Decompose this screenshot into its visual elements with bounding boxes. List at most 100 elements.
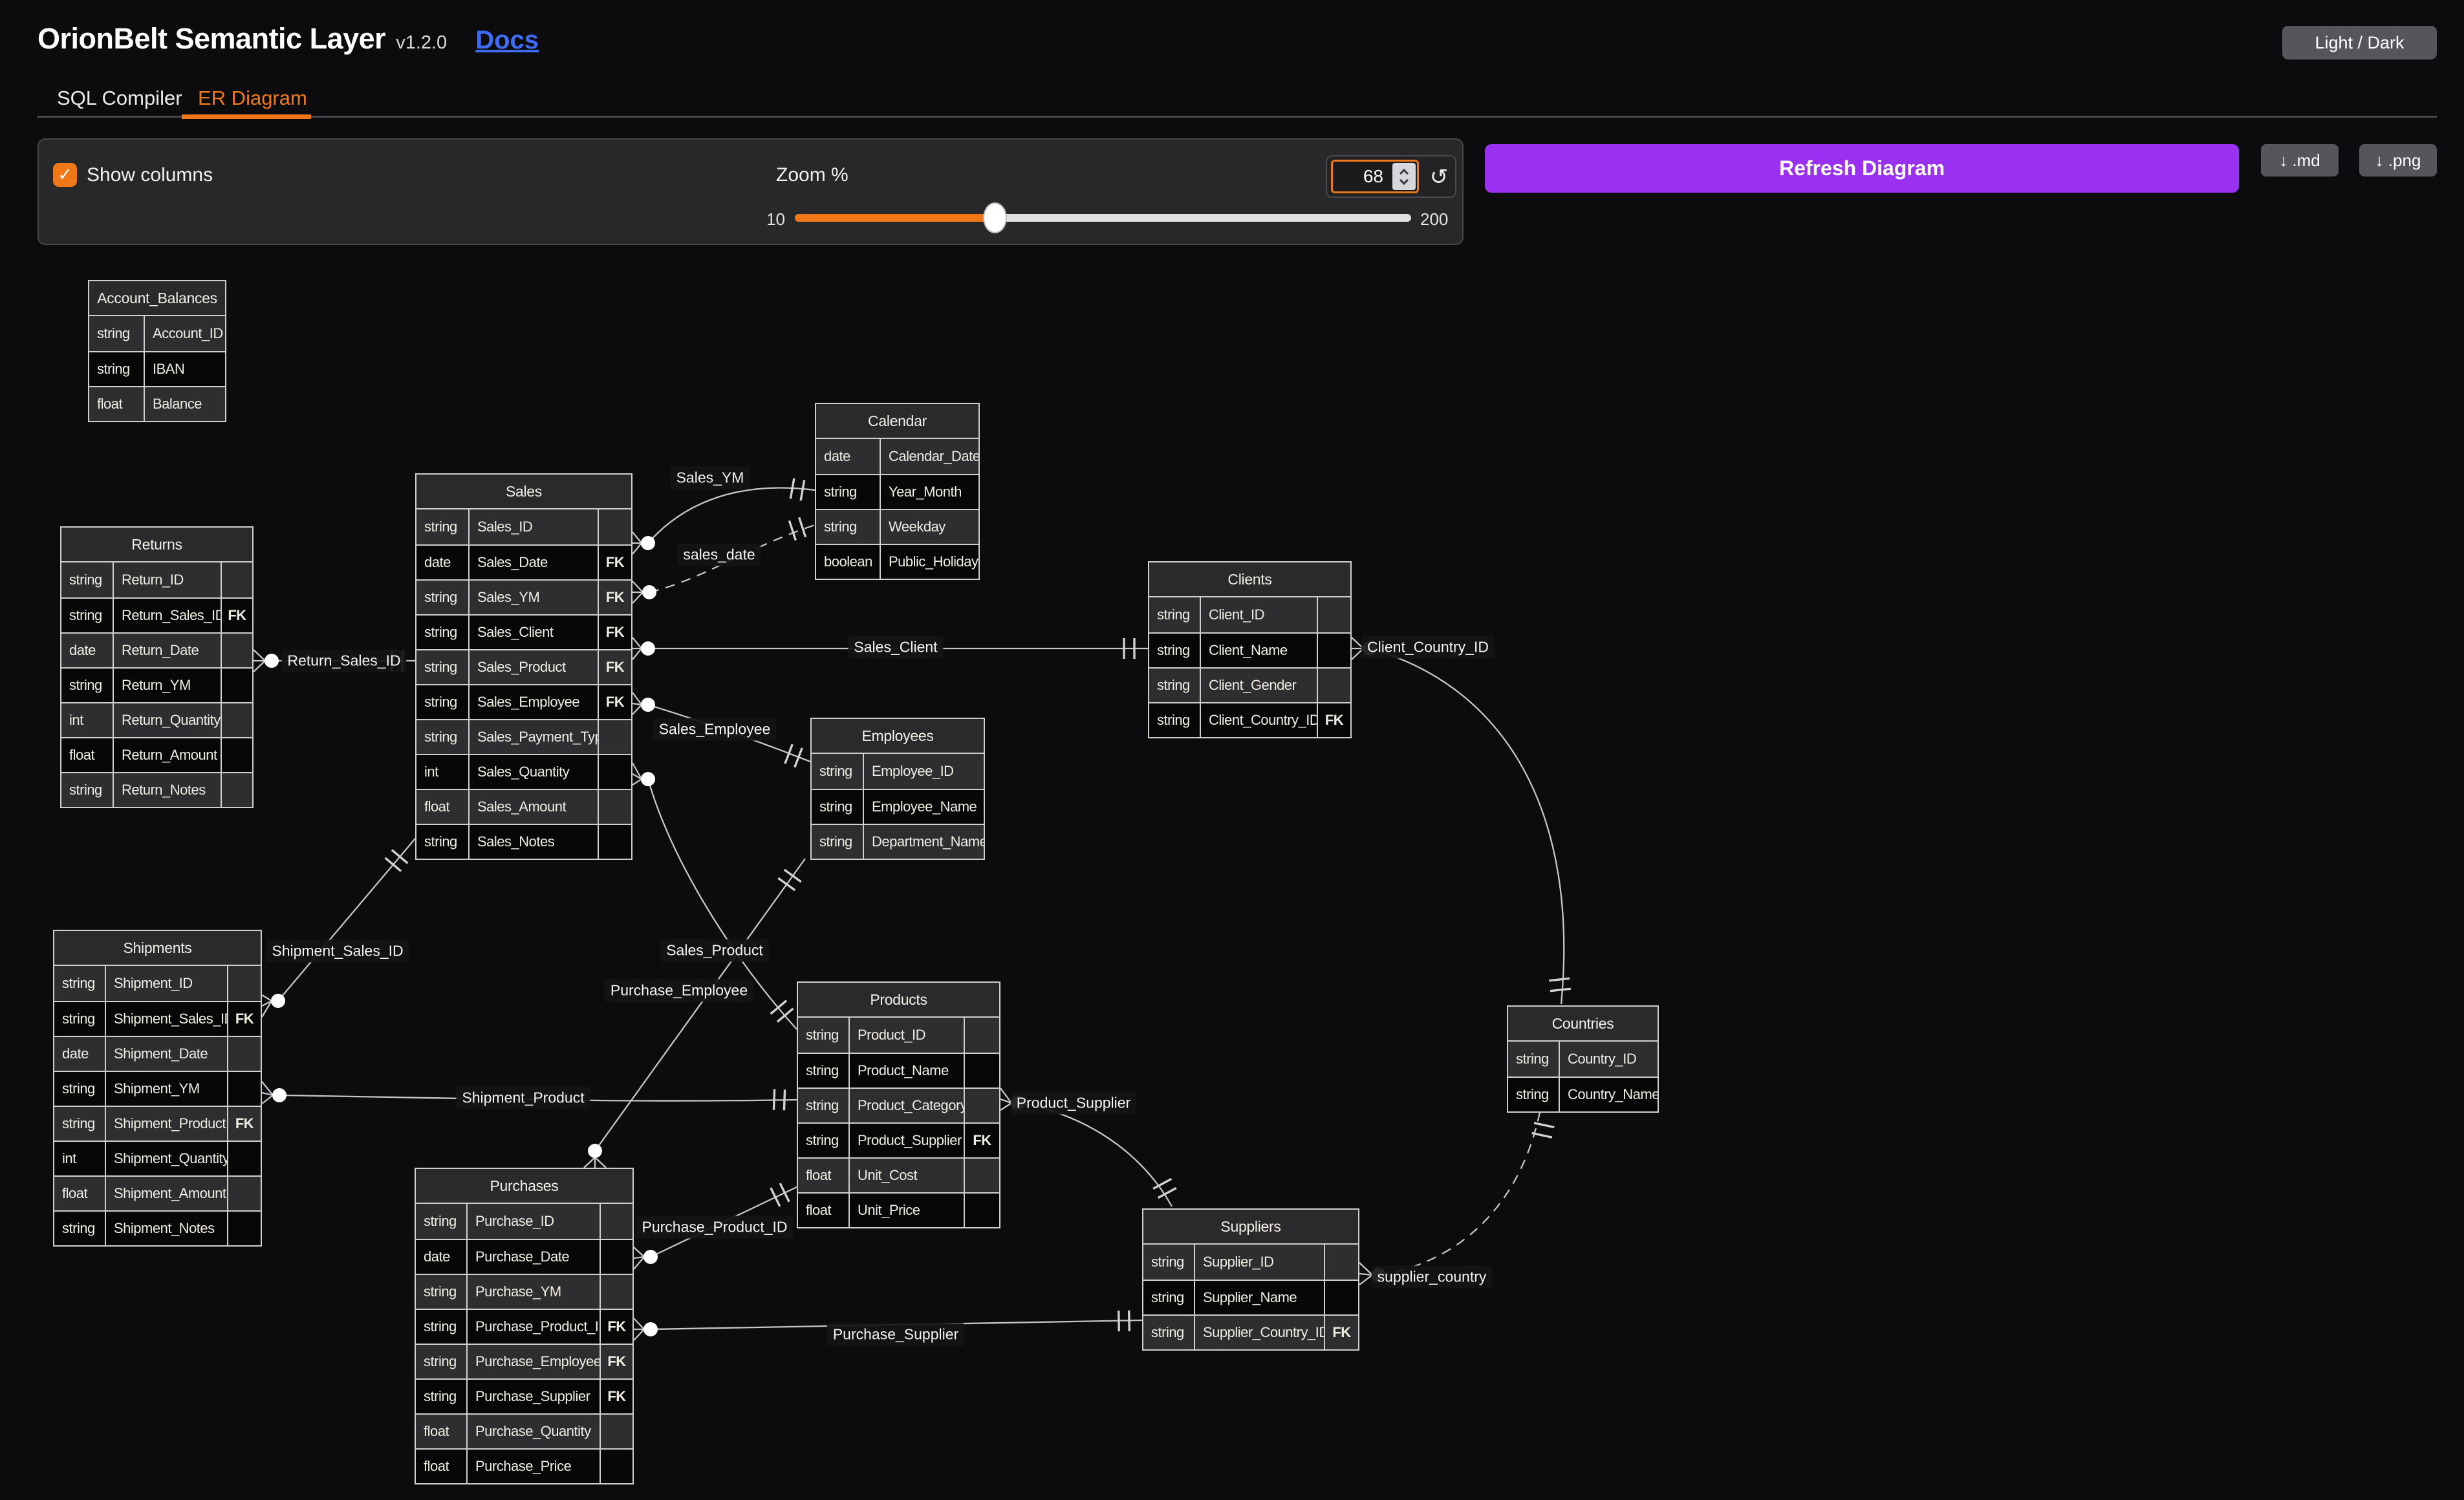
column-name-cell: Product_ID xyxy=(848,1018,964,1053)
column-type-cell: float xyxy=(62,1185,88,1201)
one-marker xyxy=(777,868,802,892)
entity-table-sales[interactable]: Sales string Sales_ID date Sales_Date FK strin… xyxy=(415,473,632,860)
theme-toggle-button[interactable]: Light / Dark xyxy=(2282,26,2437,59)
entity-row: string Country_Name xyxy=(1508,1077,1658,1111)
version-badge: v1.2.0 xyxy=(396,32,448,53)
entity-row: string IBAN xyxy=(89,351,225,386)
column-name-cell: Purchase_Quantity xyxy=(466,1415,600,1448)
column-name-cell: Purchase_YM xyxy=(466,1275,600,1309)
fk-badge: FK xyxy=(600,1345,632,1378)
one-marker xyxy=(1549,977,1571,992)
slider-min-label: 10 xyxy=(766,209,785,229)
tab-er-diagram[interactable]: ER Diagram xyxy=(198,87,307,109)
entity-row: float Unit_Cost xyxy=(798,1157,999,1192)
entity-row: string Sales_Payment_Type xyxy=(416,719,631,754)
column-type-cell: string xyxy=(424,1318,457,1334)
reset-zoom-button[interactable]: ↺ xyxy=(1423,159,1455,195)
entity-row: string Account_ID xyxy=(89,316,225,351)
fk-badge: FK xyxy=(1317,703,1350,737)
relationship-line xyxy=(647,487,816,544)
entity-table-shipments[interactable]: Shipments string Shipment_ID string Shipment… xyxy=(53,930,262,1247)
entity-table-returns[interactable]: Returns string Return_ID string Return_Sales… xyxy=(60,526,254,808)
column-type-cell: int xyxy=(69,712,83,728)
crow-foot-many-marker xyxy=(632,581,656,604)
fk-empty-cell xyxy=(1317,669,1350,702)
column-name-cell: Sales_Client xyxy=(468,616,598,649)
fk-badge: FK xyxy=(598,546,631,579)
entity-row: date Calendar_Date xyxy=(816,439,978,474)
column-name-cell: Year_Month xyxy=(880,475,978,509)
column-name-cell: Calendar_Date xyxy=(880,439,978,474)
one-marker xyxy=(788,517,807,541)
export-md-button[interactable]: ↓ .md xyxy=(2261,144,2339,177)
fk-badge: FK xyxy=(964,1124,999,1157)
column-name-cell: Sales_ID xyxy=(468,509,598,544)
edge-label: Client_Country_ID xyxy=(1361,636,1495,659)
column-name-cell: Product_Category xyxy=(848,1089,964,1122)
entity-table-clients[interactable]: Clients string Client_ID string Client_Name s… xyxy=(1148,561,1352,738)
column-name-cell: Shipment_Amount xyxy=(105,1177,227,1210)
fk-empty-cell xyxy=(600,1204,632,1239)
column-type-cell: float xyxy=(424,1458,449,1474)
column-type-cell: string xyxy=(424,659,457,675)
fk-empty-cell xyxy=(1324,1245,1358,1280)
entity-table-employees[interactable]: Employees string Employee_ID string Employee… xyxy=(810,718,985,860)
titlebar: OrionBelt Semantic Layer v1.2.0 Docs xyxy=(38,22,539,56)
entity-table-products[interactable]: Products string Product_ID string Product_Na… xyxy=(797,981,1000,1228)
entity-table-suppliers[interactable]: Suppliers string Supplier_ID string Supplier… xyxy=(1142,1208,1359,1351)
column-name-cell: IBAN xyxy=(144,352,225,386)
entity-table-account_balances[interactable]: Account_Balances string Account_ID string IB… xyxy=(88,280,226,422)
crow-foot-many-marker xyxy=(261,1081,286,1104)
column-name-cell: Supplier_Country_ID xyxy=(1194,1316,1324,1349)
fk-empty-cell xyxy=(1324,1281,1358,1314)
column-type-cell: string xyxy=(97,325,130,341)
entity-row: string Client_Country_ID FK xyxy=(1149,702,1350,737)
crow-foot-many-marker xyxy=(633,1318,658,1341)
entity-row: string Return_ID xyxy=(61,562,252,597)
controls-panel: ✓ Show columns Zoom % 10 200 ↺ xyxy=(38,138,1464,245)
relationship-line xyxy=(1378,1111,1541,1276)
fk-empty-cell xyxy=(227,1072,261,1106)
entity-row: string Purchase_YM xyxy=(416,1274,632,1309)
column-name-cell: Sales_YM xyxy=(468,581,598,614)
column-name-cell: Purchase_ID xyxy=(466,1204,600,1239)
fk-empty-cell xyxy=(227,1212,261,1245)
entity-row: string Return_Notes xyxy=(61,772,252,807)
entity-title: Clients xyxy=(1149,562,1350,597)
zoom-spinner[interactable] xyxy=(1392,163,1416,190)
show-columns-label: Show columns xyxy=(87,164,213,186)
zoom-slider-track[interactable] xyxy=(795,214,1411,222)
fk-badge: FK xyxy=(598,616,631,649)
tab-sql-compiler[interactable]: SQL Compiler xyxy=(57,87,182,109)
column-type-cell: string xyxy=(62,1011,95,1027)
column-type-cell: string xyxy=(424,519,457,535)
zoom-slider-thumb[interactable] xyxy=(983,202,1007,233)
column-type-cell: float xyxy=(806,1202,832,1218)
column-type-cell: boolean xyxy=(824,553,872,570)
crow-foot-many-marker xyxy=(631,762,655,786)
crow-foot-many-marker xyxy=(253,649,279,672)
entity-row: string Supplier_Country_ID FK xyxy=(1143,1314,1358,1349)
entity-table-purchases[interactable]: Purchases string Purchase_ID date Purchase_D… xyxy=(415,1168,634,1484)
show-columns-checkbox[interactable]: ✓ xyxy=(53,163,77,187)
column-name-cell: Sales_Employee xyxy=(468,685,598,719)
export-png-button[interactable]: ↓ .png xyxy=(2359,144,2437,177)
column-type-cell: string xyxy=(424,1283,457,1300)
column-type-cell: string xyxy=(62,1220,95,1236)
zoom-slider-fill xyxy=(795,214,995,222)
column-name-cell: Unit_Price xyxy=(848,1194,964,1227)
entity-table-calendar[interactable]: Calendar date Calendar_Date string Year_Mont… xyxy=(815,403,980,580)
column-type-cell: string xyxy=(424,1353,457,1369)
fk-empty-cell xyxy=(227,1142,261,1175)
entity-row: string Employee_Name xyxy=(812,789,984,824)
entity-table-countries[interactable]: Countries string Country_ID string Country_N… xyxy=(1507,1005,1659,1113)
edge-label: Sales_YM xyxy=(670,466,750,489)
entity-row: date Sales_Date FK xyxy=(416,544,631,579)
relationship-line xyxy=(647,778,797,1030)
entity-title: Employees xyxy=(812,719,984,754)
docs-link[interactable]: Docs xyxy=(475,26,539,54)
refresh-diagram-button[interactable]: Refresh Diagram xyxy=(1485,144,2239,193)
column-name-cell: Shipment_Product xyxy=(105,1107,227,1141)
column-type-cell: string xyxy=(69,572,102,588)
column-type-cell: float xyxy=(69,747,95,763)
